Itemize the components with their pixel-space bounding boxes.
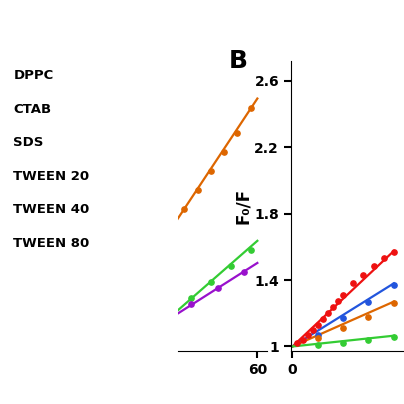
Text: TWEEN 40: TWEEN 40 [13,203,90,216]
Text: B: B [229,49,248,73]
Text: SDS: SDS [13,136,44,149]
Y-axis label: F₀/F: F₀/F [234,188,252,224]
Text: CTAB: CTAB [13,103,51,116]
Text: TWEEN 80: TWEEN 80 [13,237,90,250]
Text: TWEEN 20: TWEEN 20 [13,170,89,183]
Text: DPPC: DPPC [13,69,54,82]
